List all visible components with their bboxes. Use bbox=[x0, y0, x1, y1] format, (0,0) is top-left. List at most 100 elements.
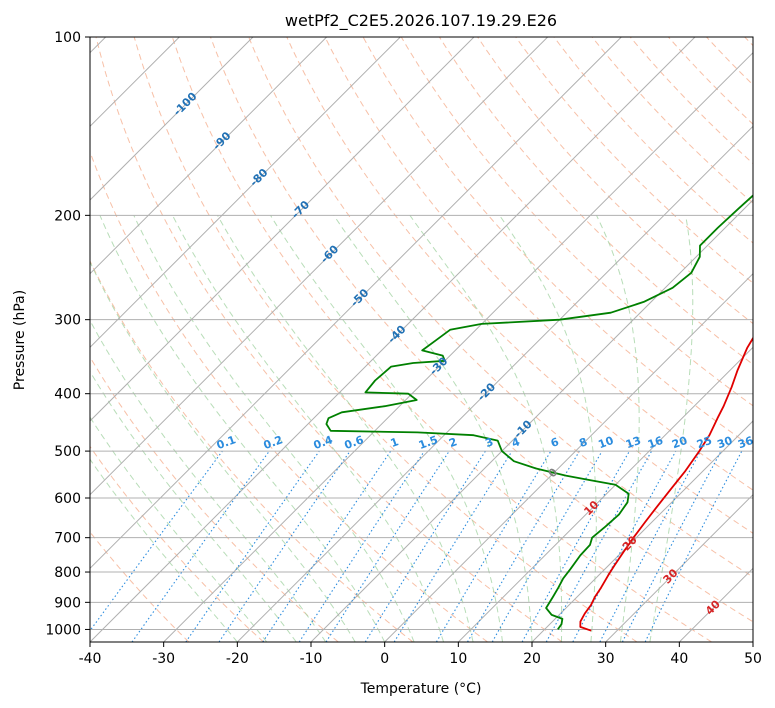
y-tick-label: 600 bbox=[54, 491, 81, 507]
y-tick-label: 800 bbox=[54, 565, 81, 581]
y-tick-label: 300 bbox=[54, 313, 81, 329]
mixing-ratio-line bbox=[325, 450, 450, 642]
y-axis: 100 200 300 400 500 600 700 800 900 1000 bbox=[45, 30, 90, 638]
y-tick-label: 700 bbox=[54, 531, 81, 547]
data-series bbox=[325, 194, 753, 632]
mixing-ratio-label: 13 bbox=[624, 434, 643, 451]
mixing-ratio-line bbox=[218, 450, 351, 642]
isotherm-line bbox=[531, 420, 753, 642]
dry-adiabat-line bbox=[171, 37, 712, 642]
mixing-ratio-label: 36 bbox=[736, 434, 755, 452]
moist-adiabat-line bbox=[90, 319, 327, 642]
mixing-ratio-line bbox=[521, 450, 630, 642]
mixing-ratio-line bbox=[572, 450, 677, 642]
mixing-ratio-line bbox=[90, 450, 223, 632]
x-tick-label: 50 bbox=[744, 651, 762, 667]
x-tick-label: -10 bbox=[300, 651, 323, 667]
moist-adiabat-line bbox=[99, 215, 386, 642]
moist-adiabat-line bbox=[649, 215, 694, 642]
mixing-ratio-label: 2 bbox=[447, 435, 459, 450]
mixing-ratio-line bbox=[185, 450, 320, 642]
dry-adiabat-line bbox=[95, 37, 563, 642]
y-tick-label: 100 bbox=[54, 30, 81, 46]
mixing-ratio-label: 0.1 bbox=[215, 433, 238, 452]
mixing-ratio-label: 0.2 bbox=[262, 433, 285, 452]
isotherm-line bbox=[90, 37, 622, 570]
x-tick-label: 20 bbox=[523, 651, 541, 667]
mixing-ratio-label: 1 bbox=[389, 435, 401, 450]
moist-adiabat-line bbox=[270, 215, 503, 642]
background-lines bbox=[90, 37, 753, 642]
moist-adiabat-line bbox=[133, 215, 415, 642]
moist-adiabat-line bbox=[90, 370, 297, 642]
mixing-ratio-label: 10 bbox=[597, 434, 616, 452]
y-axis-title: Pressure (hPa) bbox=[12, 290, 28, 390]
x-tick-label: 0 bbox=[380, 651, 389, 667]
isotherm-line bbox=[236, 125, 753, 642]
mixing-ratio-line bbox=[298, 450, 425, 642]
isotherm-line bbox=[310, 199, 753, 642]
x-tick-label: -30 bbox=[152, 651, 175, 667]
mixing-ratio-label: 3 bbox=[483, 435, 495, 450]
dry-adiabat-line bbox=[286, 37, 753, 534]
moist-adiabat-line bbox=[217, 215, 474, 642]
moist-adiabat-line bbox=[172, 215, 445, 642]
x-tick-label: 10 bbox=[449, 651, 467, 667]
y-tick-label: 900 bbox=[54, 595, 81, 611]
dry-adiabat-line bbox=[90, 259, 414, 642]
dry-adiabat-line bbox=[248, 37, 753, 578]
chart-title: wetPf2_C2E5.2026.107.19.29.E26 bbox=[285, 11, 557, 31]
plot-frame bbox=[89, 36, 754, 643]
moist-adiabat-line bbox=[409, 215, 563, 642]
x-tick-label: -20 bbox=[226, 651, 249, 667]
dry-adiabat-line bbox=[210, 37, 753, 623]
mixing-ratio-label: 1.5 bbox=[417, 433, 440, 452]
isotherm-line bbox=[384, 272, 753, 642]
pressure-gridlines bbox=[90, 37, 753, 630]
x-axis-title: Temperature (°C) bbox=[360, 681, 482, 697]
mixing-ratio-label: 20 bbox=[670, 434, 689, 452]
mixing-ratio-label: 8 bbox=[577, 435, 589, 450]
mixing-ratio-line bbox=[644, 450, 743, 642]
mixing-ratio-label: 0.6 bbox=[343, 433, 366, 452]
dry-adiabat-line bbox=[133, 37, 638, 642]
moist-adiabat-line bbox=[596, 215, 640, 642]
x-tick-label: 40 bbox=[670, 651, 688, 667]
x-tick-label: -40 bbox=[79, 651, 102, 667]
dry-adiabat-line bbox=[90, 356, 339, 642]
mixing-ratio-label: 30 bbox=[715, 434, 734, 452]
mixing-ratio-line bbox=[393, 450, 513, 642]
dry-adiabat-line bbox=[90, 445, 264, 642]
y-tick-label: 400 bbox=[54, 387, 81, 403]
y-tick-label: 1000 bbox=[45, 622, 81, 638]
dry-adiabat-line bbox=[324, 37, 753, 491]
moist-adiabat-line bbox=[90, 416, 268, 642]
moist-adiabat-line bbox=[90, 260, 356, 642]
dry-adiabat-line bbox=[515, 37, 753, 284]
x-tick-label: 30 bbox=[597, 651, 615, 667]
isotherm-line bbox=[90, 37, 549, 496]
dewpoint-profile-line bbox=[325, 194, 753, 630]
isotherm-line bbox=[90, 37, 475, 422]
isotherm-line bbox=[90, 37, 328, 275]
mixing-ratio-line bbox=[545, 450, 653, 642]
mixing-ratio-label: 0.4 bbox=[312, 433, 335, 452]
isotherm-line bbox=[90, 37, 696, 642]
moist-adiabat-line bbox=[90, 458, 238, 642]
isotherm-line bbox=[605, 493, 753, 642]
y-tick-label: 200 bbox=[54, 208, 81, 224]
mixing-ratio-label: 16 bbox=[646, 434, 665, 452]
temperature-profile-line bbox=[579, 336, 753, 632]
isotherm-line bbox=[90, 37, 401, 349]
mixing-ratio-label: 6 bbox=[549, 435, 561, 450]
mixing-ratio-label: 25 bbox=[695, 434, 714, 451]
mixing-ratio-line bbox=[131, 450, 270, 642]
x-axis: -40 -30 -20 -10 0 10 20 30 40 50 bbox=[79, 642, 762, 667]
y-tick-label: 500 bbox=[54, 444, 81, 460]
isotherm-line bbox=[457, 346, 753, 642]
mixing-ratio-label: 4 bbox=[510, 435, 522, 450]
isotherm-line bbox=[163, 51, 753, 642]
isotherm-line bbox=[90, 37, 254, 201]
